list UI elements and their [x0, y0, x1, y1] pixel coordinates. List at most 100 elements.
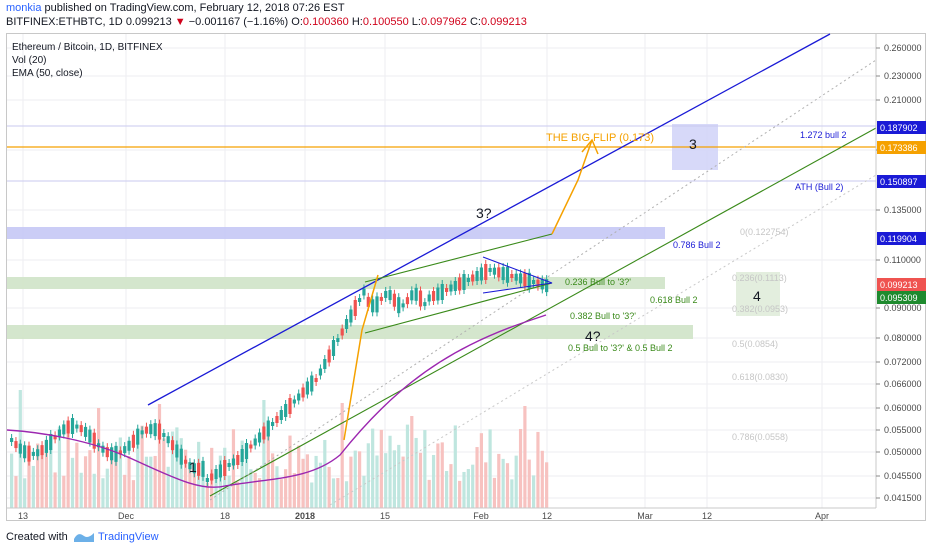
candle-body: [40, 445, 44, 456]
volume-bar: [514, 455, 518, 508]
price-badge: [877, 232, 926, 245]
y-tick-label: 0.210000: [884, 95, 922, 105]
candle-body: [62, 424, 66, 435]
volume-bar: [518, 428, 523, 508]
candle-body: [110, 447, 114, 461]
price-badge-label: 0.119904: [880, 234, 917, 244]
candle-body: [192, 463, 196, 474]
volume-bar: [505, 463, 510, 508]
candle-body: [527, 272, 531, 289]
candle-body: [353, 300, 357, 316]
volume-bar: [401, 456, 405, 508]
y-tick-label: 0.050000: [884, 447, 922, 457]
candle-body: [31, 451, 35, 456]
candle-body: [492, 267, 497, 275]
volume-bar: [292, 473, 296, 508]
volume-bar: [466, 469, 470, 508]
candle-body: [79, 425, 83, 433]
candle-body: [75, 424, 79, 429]
candle-body: [484, 264, 488, 280]
candle-body: [340, 328, 344, 336]
y-tick-label: 0.110000: [884, 255, 921, 265]
volume-bar: [510, 479, 514, 508]
candle-body: [336, 338, 340, 342]
candle-body: [127, 440, 131, 451]
candle-body: [445, 288, 449, 292]
volume-bar: [279, 479, 283, 508]
candle-body: [53, 435, 57, 440]
candle-body: [488, 268, 492, 272]
price-axis[interactable]: 0.2600000.2300000.2100000.1700000.135000…: [875, 34, 926, 508]
candle-body: [436, 287, 440, 301]
y-tick-label: 0.260000: [884, 43, 922, 53]
volume-bar: [336, 478, 340, 508]
volume-bar: [479, 433, 483, 508]
candle-body: [118, 450, 122, 455]
low-label: L:: [411, 16, 421, 28]
volume-bar: [358, 451, 362, 508]
price-badge: [877, 278, 926, 291]
tradingview-link[interactable]: TradingView: [98, 531, 159, 543]
volume-bar: [79, 472, 83, 508]
author-link[interactable]: monkia: [6, 2, 42, 14]
y-tick-label: 0.066000: [884, 379, 922, 389]
tradingview-logo-icon[interactable]: [73, 530, 95, 543]
candle-body: [18, 443, 22, 454]
volume-bar: [75, 442, 79, 508]
price-badge-label: 0.173386: [880, 143, 918, 153]
candle-body: [271, 422, 275, 426]
down-arrow-icon: ▼: [174, 16, 186, 28]
candle-body: [518, 273, 523, 284]
indicator-ema[interactable]: EMA (50, close): [12, 68, 83, 79]
support-band-upper: [7, 277, 665, 289]
candle-body: [397, 297, 401, 314]
candle-body: [497, 267, 501, 278]
candle-body: [431, 291, 436, 301]
candle-body: [70, 418, 75, 435]
x-tick-label: 15: [380, 511, 390, 521]
candle-body: [466, 278, 470, 282]
chart-frame[interactable]: [6, 33, 926, 521]
y-tick-label: 0.055000: [884, 425, 922, 435]
candle-body: [205, 478, 209, 482]
volume-bar: [536, 431, 540, 508]
candle-body: [210, 473, 214, 481]
volume-bar: [205, 482, 209, 508]
price-change: −0.001167 (−1.16%): [188, 16, 289, 28]
candle-body: [301, 387, 305, 398]
x-tick-label: 13: [18, 511, 28, 521]
volume-bar: [501, 458, 505, 508]
candle-body: [375, 296, 379, 313]
volume-bar: [275, 466, 279, 508]
annotations: THE BIG FLIP (0.173) 3 3? 4 4? 1 1.272 bull 2 A…: [189, 130, 847, 475]
volume-bar: [314, 455, 318, 508]
candle-body: [218, 464, 222, 478]
time-axis[interactable]: 13 Dec 18 2018 15 Feb 12 Mar 12 Apr: [7, 507, 876, 521]
candle-body: [236, 455, 240, 465]
volume-bar: [101, 478, 105, 508]
volume-bar: [10, 453, 14, 508]
volume-bar: [149, 456, 153, 508]
fib-ghost-0382: 0.382(0.0953): [732, 304, 788, 314]
candle-body: [201, 460, 205, 477]
bull-1272-label: 1.272 bull 2: [800, 130, 847, 140]
y-tick-label: 0.041500: [884, 493, 922, 503]
candle-body: [514, 273, 518, 281]
open-value: 0.100360: [302, 16, 349, 28]
candle-body: [49, 433, 53, 450]
volume-bar: [288, 435, 292, 508]
candle-body: [458, 277, 462, 291]
volume-bar: [262, 400, 266, 508]
y-tick-label: 0.090000: [884, 303, 922, 313]
upper-channel-line: [147, 33, 831, 406]
candle-body: [88, 429, 92, 443]
volume-bar: [153, 455, 157, 508]
indicator-volume[interactable]: Vol (20): [12, 55, 46, 66]
candle-body: [14, 441, 18, 449]
volume-bars: [10, 390, 549, 508]
volume-bar: [532, 475, 536, 508]
volume-bar: [131, 480, 135, 508]
candle-body: [366, 296, 370, 307]
candle-body: [349, 309, 353, 323]
